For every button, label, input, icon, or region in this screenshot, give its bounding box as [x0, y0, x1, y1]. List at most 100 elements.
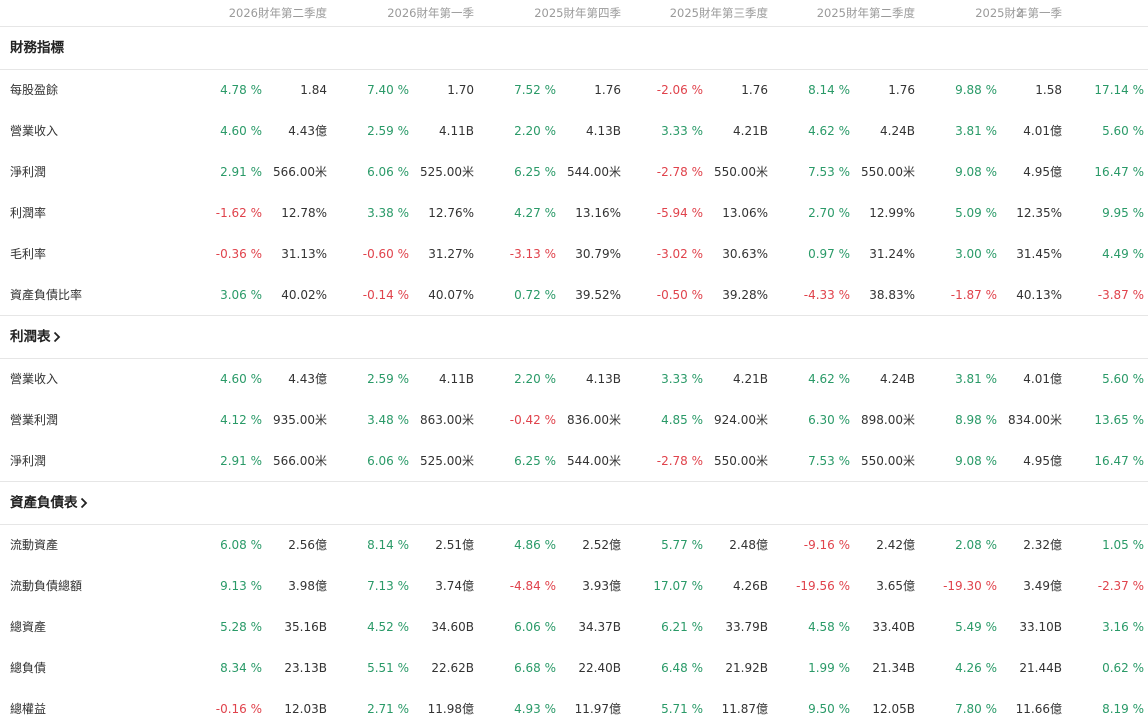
value: 2.42億 [876, 538, 915, 552]
change-percent: 3.33 % [661, 372, 703, 386]
value: 4.43億 [288, 124, 327, 138]
divider [0, 69, 1148, 70]
value: 21.44B [1019, 661, 1062, 675]
change-percent: 3.00 % [955, 247, 997, 261]
change-percent: 6.25 % [514, 454, 556, 468]
value: 1.58 [1035, 83, 1062, 97]
chevron-icon[interactable] [53, 331, 61, 343]
value: 33.79B [725, 620, 768, 634]
row-label: 流動資產 [10, 538, 59, 552]
change-percent: -19.56 % [796, 579, 850, 593]
value: 40.02% [281, 288, 327, 302]
value: 23.13B [284, 661, 327, 675]
value: 4.24B [880, 372, 915, 386]
value: 33.10B [1019, 620, 1062, 634]
value: 11.98億 [427, 702, 474, 716]
value: 12.99% [869, 206, 915, 220]
change-percent: 5.60 % [1102, 124, 1144, 138]
chevron-icon[interactable] [80, 497, 88, 509]
value: 40.13% [1016, 288, 1062, 302]
change-percent: 1.05 % [1102, 538, 1144, 552]
change-percent: 7.53 % [808, 454, 850, 468]
change-percent: 6.06 % [514, 620, 556, 634]
change-percent: 6.68 % [514, 661, 556, 675]
column-header: 2 [1016, 6, 1024, 20]
change-percent: 9.13 % [220, 579, 262, 593]
change-percent: 4.93 % [514, 702, 556, 716]
row-label: 資產負債比率 [10, 288, 83, 302]
value: 31.27% [428, 247, 474, 261]
value: 863.00米 [420, 413, 474, 427]
change-percent: 8.19 % [1102, 702, 1144, 716]
change-percent: 8.14 % [367, 538, 409, 552]
change-percent: 4.85 % [661, 413, 703, 427]
change-percent: 4.12 % [220, 413, 262, 427]
row-label: 淨利潤 [10, 165, 47, 179]
change-percent: 3.81 % [955, 124, 997, 138]
value: 13.06% [722, 206, 768, 220]
value: 1.70 [447, 83, 474, 97]
change-percent: -5.94 % [656, 206, 703, 220]
value: 13.16% [575, 206, 621, 220]
change-percent: -1.62 % [215, 206, 262, 220]
value: 550.00米 [714, 454, 768, 468]
change-percent: 1.99 % [808, 661, 850, 675]
divider [0, 481, 1148, 482]
change-percent: 9.88 % [955, 83, 997, 97]
change-percent: 6.21 % [661, 620, 703, 634]
change-percent: -4.33 % [803, 288, 850, 302]
value: 11.87億 [721, 702, 768, 716]
change-percent: 5.51 % [367, 661, 409, 675]
change-percent: 16.47 % [1094, 165, 1144, 179]
divider [0, 315, 1148, 316]
value: 21.92B [725, 661, 768, 675]
change-percent: 0.72 % [514, 288, 556, 302]
change-percent: 6.48 % [661, 661, 703, 675]
value: 22.40B [578, 661, 621, 675]
change-percent: 2.71 % [367, 702, 409, 716]
value: 21.34B [872, 661, 915, 675]
value: 12.03B [284, 702, 327, 716]
change-percent: 2.20 % [514, 372, 556, 386]
change-percent: 9.50 % [808, 702, 850, 716]
change-percent: -0.36 % [215, 247, 262, 261]
value: 4.13B [586, 372, 621, 386]
value: 550.00米 [714, 165, 768, 179]
change-percent: 6.06 % [367, 454, 409, 468]
value: 544.00米 [567, 165, 621, 179]
change-percent: -4.84 % [509, 579, 556, 593]
change-percent: 17.14 % [1094, 83, 1144, 97]
change-percent: 4.52 % [367, 620, 409, 634]
change-percent: 0.97 % [808, 247, 850, 261]
value: 31.13% [281, 247, 327, 261]
change-percent: 7.80 % [955, 702, 997, 716]
column-header: 2025財年第四季 [534, 6, 621, 20]
change-percent: 4.60 % [220, 124, 262, 138]
change-percent: 5.49 % [955, 620, 997, 634]
change-percent: -2.78 % [656, 454, 703, 468]
value: 2.32億 [1023, 538, 1062, 552]
value: 1.84 [300, 83, 327, 97]
change-percent: 6.25 % [514, 165, 556, 179]
change-percent: 3.33 % [661, 124, 703, 138]
value: 12.35% [1016, 206, 1062, 220]
change-percent: 2.59 % [367, 372, 409, 386]
row-label: 營業收入 [10, 124, 59, 138]
column-header: 2026財年第一季 [387, 6, 474, 20]
section-title[interactable]: 資產負債表 [10, 495, 78, 511]
change-percent: 0.62 % [1102, 661, 1144, 675]
column-header: 2025財年第一季 [975, 6, 1062, 20]
change-percent: 7.13 % [367, 579, 409, 593]
value: 898.00米 [861, 413, 915, 427]
change-percent: 8.14 % [808, 83, 850, 97]
change-percent: 3.48 % [367, 413, 409, 427]
value: 34.60B [431, 620, 474, 634]
change-percent: 2.91 % [220, 165, 262, 179]
section-title[interactable]: 利潤表 [10, 329, 51, 345]
change-percent: 6.30 % [808, 413, 850, 427]
change-percent: 2.08 % [955, 538, 997, 552]
change-percent: -3.13 % [509, 247, 556, 261]
value: 836.00米 [567, 413, 621, 427]
row-label: 利潤率 [10, 206, 47, 220]
value: 550.00米 [861, 454, 915, 468]
